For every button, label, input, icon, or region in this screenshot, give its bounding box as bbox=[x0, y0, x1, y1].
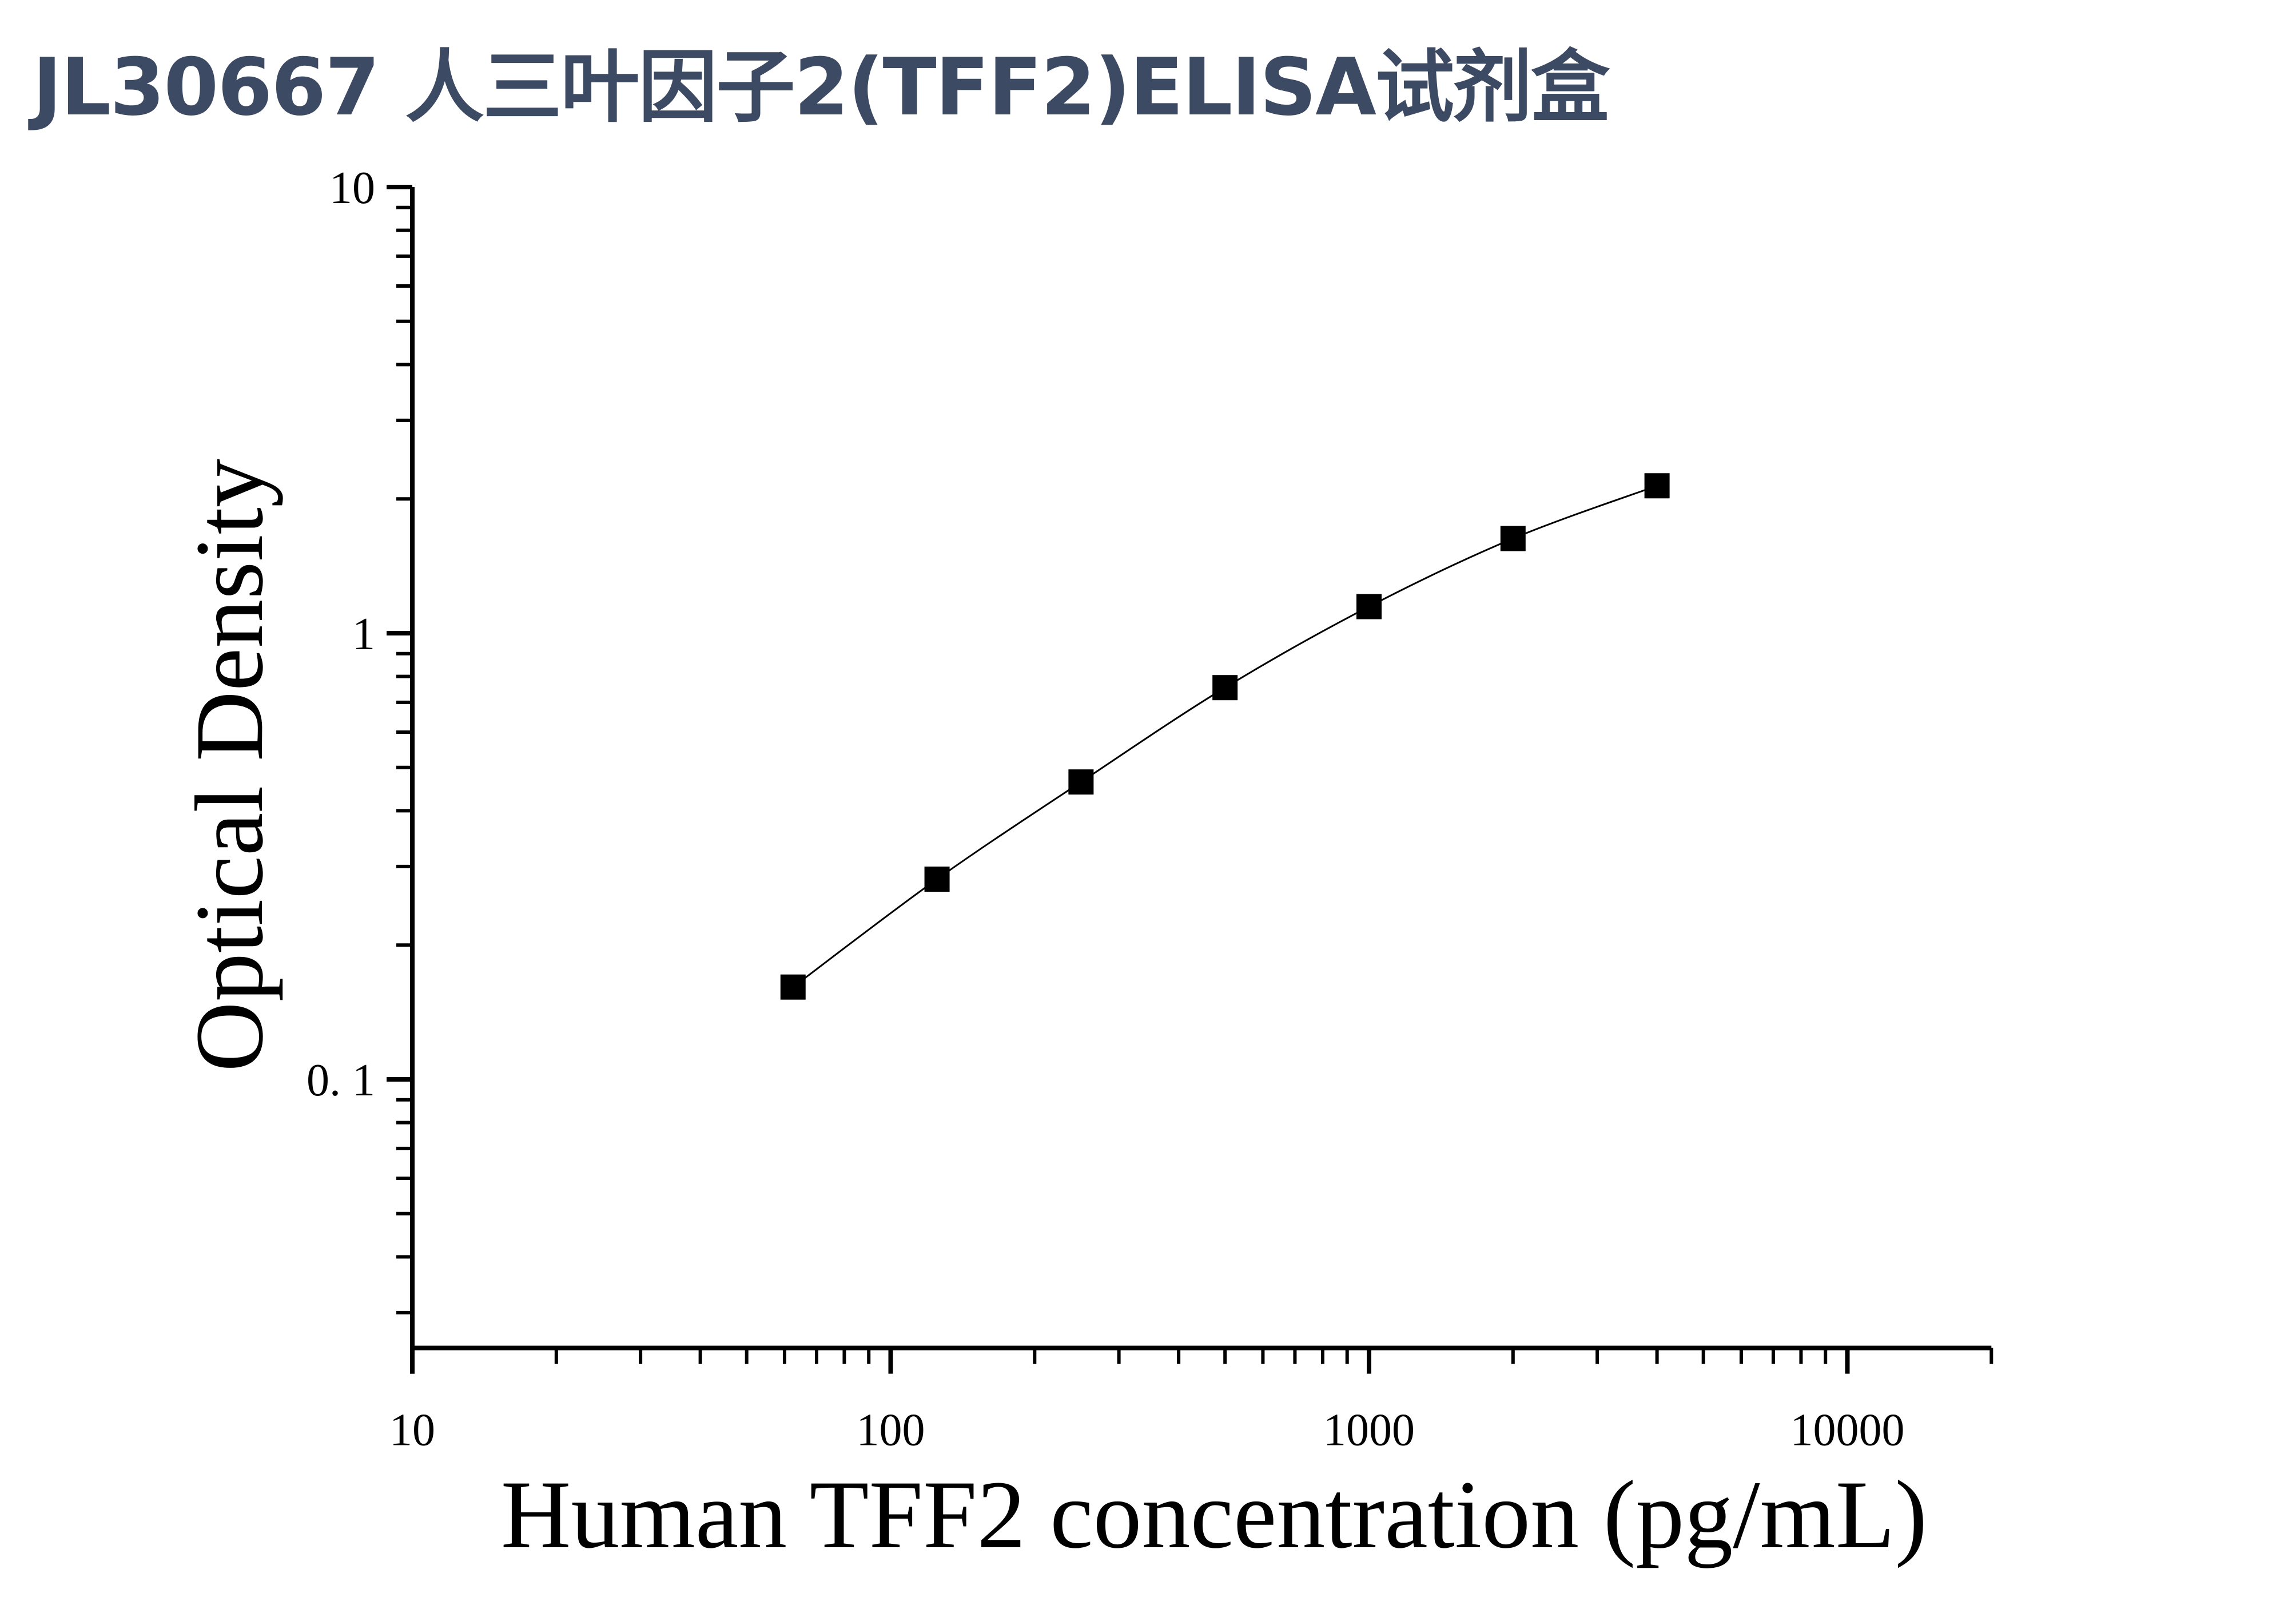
fit-curve bbox=[792, 484, 1658, 988]
data-point bbox=[924, 867, 950, 892]
x-axis-title: Human TFF2 concentration (pg/mL) bbox=[501, 1461, 1927, 1568]
x-tick-label: 1000 bbox=[1323, 1405, 1415, 1456]
data-points bbox=[780, 473, 1670, 1000]
y-tick-label: 10 bbox=[329, 163, 375, 213]
data-point bbox=[1356, 594, 1382, 619]
y-axis-title: Optical Density bbox=[176, 459, 283, 1072]
chart-title: JL30667 人三叶因子2(TFF2)ELISA试剂盒 bbox=[33, 41, 1610, 133]
data-point bbox=[780, 974, 806, 1000]
tick-labels: 10 100 1000 10000 0. 1 1 10 bbox=[307, 163, 1905, 1456]
data-point bbox=[1068, 769, 1094, 795]
x-tick-label: 10 bbox=[389, 1405, 435, 1456]
data-point bbox=[1500, 526, 1526, 551]
data-point bbox=[1212, 675, 1238, 701]
x-tick-label: 100 bbox=[857, 1405, 925, 1456]
data-point bbox=[1644, 473, 1670, 499]
y-tick-label: 1 bbox=[352, 609, 375, 660]
axes bbox=[410, 187, 1992, 1374]
y-tick-label: 0. 1 bbox=[307, 1055, 375, 1106]
ticks bbox=[387, 185, 1993, 1374]
x-tick-label: 10000 bbox=[1790, 1405, 1905, 1456]
